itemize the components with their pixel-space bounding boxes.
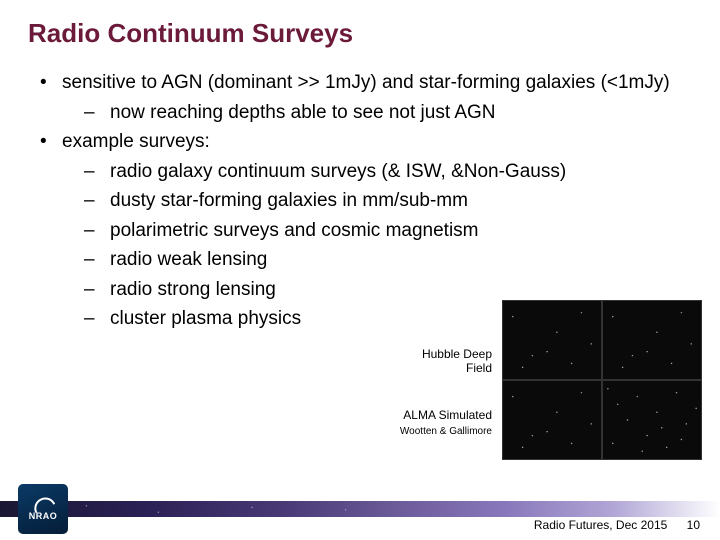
caption-alma: ALMA Simulated bbox=[403, 408, 492, 422]
sub-bullet-text: cluster plasma physics bbox=[110, 308, 301, 329]
caption-line: Hubble Deep bbox=[422, 347, 492, 361]
image-quadrant bbox=[602, 380, 702, 460]
sub-bullet-item: polarimetric surveys and cosmic magnetis… bbox=[84, 217, 692, 245]
slide-footer: NRAO Radio Futures, Dec 2015 10 bbox=[0, 485, 720, 540]
caption-hubble: Hubble Deep Field bbox=[422, 348, 492, 376]
slide-container: Radio Continuum Surveys sensitive to AGN… bbox=[0, 0, 720, 540]
inset-image-grid bbox=[502, 300, 702, 460]
logo-text: NRAO bbox=[29, 511, 58, 521]
caption-line: Field bbox=[466, 361, 492, 375]
footer-meta: Radio Futures, Dec 2015 10 bbox=[534, 518, 700, 532]
sub-bullet-item: radio weak lensing bbox=[84, 246, 692, 274]
footer-decorative-band bbox=[0, 501, 720, 517]
slide-title: Radio Continuum Surveys bbox=[28, 18, 692, 49]
footer-page-number: 10 bbox=[687, 518, 700, 532]
bullet-text: example surveys: bbox=[62, 131, 210, 152]
caption-credit: Wootten & Gallimore bbox=[400, 426, 492, 437]
sub-bullet-text: dusty star-forming galaxies in mm/sub-mm bbox=[110, 190, 468, 211]
bullet-item: sensitive to AGN (dominant >> 1mJy) and … bbox=[40, 69, 692, 126]
sub-bullet-item: dusty star-forming galaxies in mm/sub-mm bbox=[84, 187, 692, 215]
sub-bullet-text: radio weak lensing bbox=[110, 249, 267, 270]
slide-body: sensitive to AGN (dominant >> 1mJy) and … bbox=[28, 69, 692, 333]
footer-event: Radio Futures, Dec 2015 bbox=[534, 518, 667, 532]
image-quadrant bbox=[502, 380, 602, 460]
nrao-logo: NRAO bbox=[18, 484, 68, 534]
sub-bullet-item: radio galaxy continuum surveys (& ISW, &… bbox=[84, 158, 692, 186]
bullet-list-level1: sensitive to AGN (dominant >> 1mJy) and … bbox=[28, 69, 692, 333]
image-quadrant bbox=[502, 300, 602, 380]
bullet-list-level2: now reaching depths able to see not just… bbox=[62, 99, 692, 127]
sub-bullet-text: radio galaxy continuum surveys (& ISW, &… bbox=[110, 161, 566, 182]
sub-bullet-text: now reaching depths able to see not just… bbox=[110, 102, 496, 123]
sub-bullet-text: radio strong lensing bbox=[110, 279, 276, 300]
sub-bullet-text: polarimetric surveys and cosmic magnetis… bbox=[110, 220, 479, 241]
image-quadrant bbox=[602, 300, 702, 380]
bullet-text: sensitive to AGN (dominant >> 1mJy) and … bbox=[62, 72, 670, 93]
sub-bullet-item: now reaching depths able to see not just… bbox=[84, 99, 692, 127]
